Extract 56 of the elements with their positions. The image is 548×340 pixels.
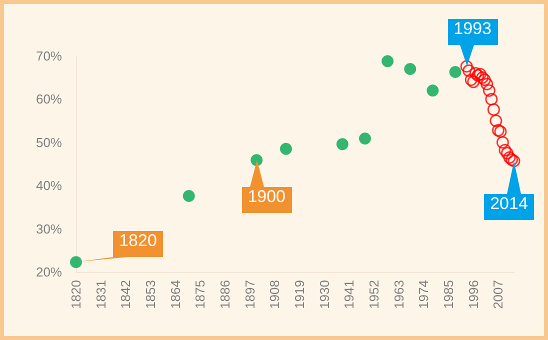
x-tick-label: 1930 — [316, 280, 332, 309]
x-tick-label: 1952 — [366, 280, 382, 309]
point — [462, 64, 476, 77]
x-tick-label: 1842 — [118, 280, 134, 309]
point — [449, 66, 462, 78]
x-tick-label: 1875 — [192, 280, 208, 309]
point — [182, 190, 195, 202]
point — [70, 256, 82, 268]
point — [382, 55, 394, 68]
point — [426, 84, 439, 97]
y-tick-label: 20% — [36, 264, 62, 280]
x-tick-label: 2007 — [490, 280, 506, 309]
x-tick-label: 1853 — [143, 280, 158, 309]
point — [359, 132, 371, 145]
x-tick-label: 1919 — [292, 280, 308, 309]
x-tick-label: 1886 — [218, 280, 233, 309]
point — [476, 71, 489, 84]
point — [490, 114, 502, 128]
point — [336, 138, 348, 150]
point — [485, 92, 498, 106]
point — [498, 144, 512, 156]
point — [494, 125, 507, 138]
point — [500, 146, 514, 160]
annotation: 2014 — [484, 194, 534, 220]
x-tick-label: 1985 — [441, 280, 456, 309]
point — [467, 76, 480, 88]
annotation: 1993 — [448, 19, 498, 46]
annotation: 1820 — [113, 231, 163, 258]
y-tick-label: 70% — [36, 48, 62, 64]
x-tick-label: 1974 — [416, 280, 432, 309]
y-tick-label: 50% — [36, 134, 62, 150]
x-tick-label: 1820 — [68, 280, 84, 309]
annotation: 1900 — [242, 187, 292, 214]
x-tick-label: 1941 — [342, 280, 357, 309]
x-tick-label: 1897 — [242, 280, 258, 309]
point — [480, 78, 494, 90]
point — [469, 67, 482, 80]
y-tick-label: 60% — [36, 92, 62, 107]
point — [460, 60, 473, 73]
point — [478, 74, 491, 86]
point — [404, 62, 416, 75]
x-tick-label: 1864 — [168, 280, 183, 309]
y-tick-label: 40% — [36, 178, 62, 194]
point — [464, 74, 478, 86]
x-tick-label: 1963 — [391, 280, 406, 309]
x-tick-label: 1831 — [93, 280, 108, 309]
point — [280, 142, 292, 155]
point — [506, 153, 518, 166]
point — [496, 136, 509, 149]
y-tick-label: 30% — [36, 221, 62, 236]
x-tick-label: 1908 — [267, 280, 282, 309]
point — [487, 103, 500, 116]
point — [482, 84, 496, 97]
x-tick-label: 1996 — [466, 280, 481, 309]
point — [250, 154, 263, 166]
point — [492, 124, 504, 137]
